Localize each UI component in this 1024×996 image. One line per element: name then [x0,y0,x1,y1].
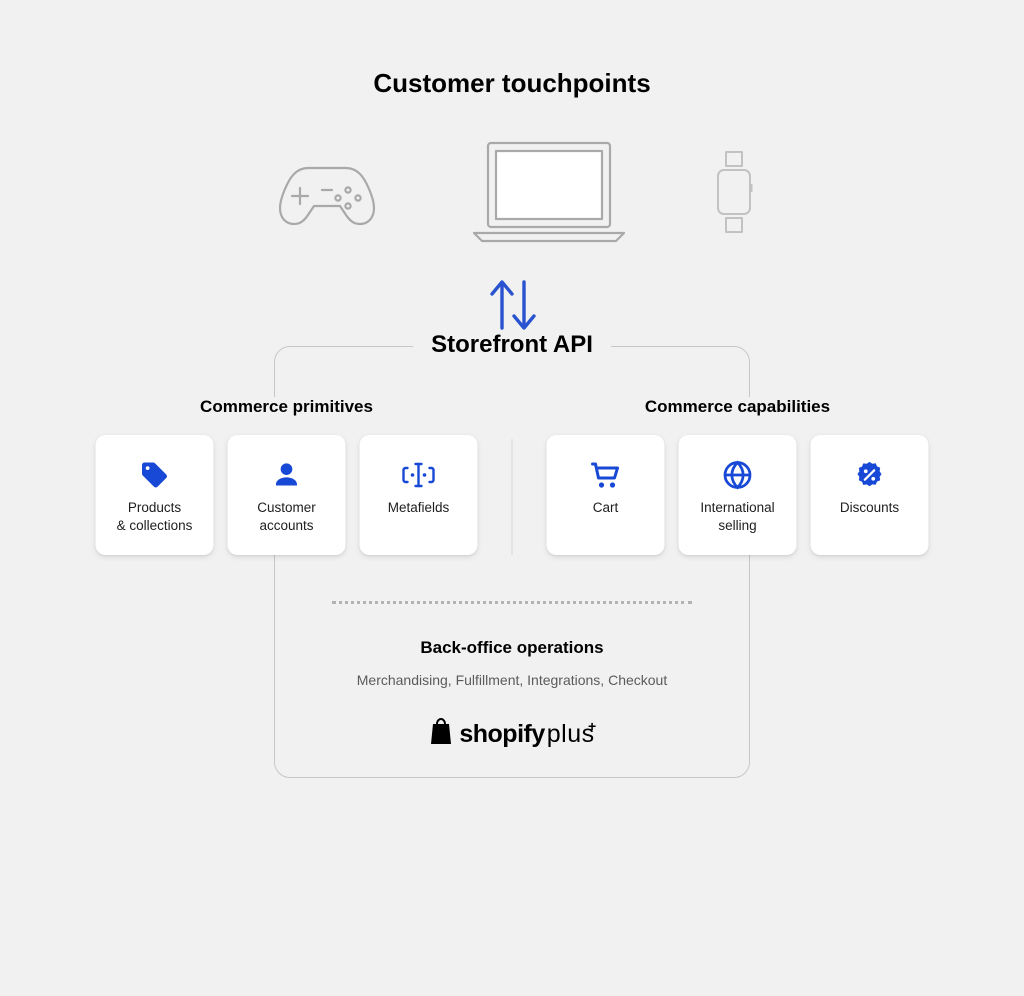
storefront-api-box: Storefront API Commerce primitives Produ… [274,346,750,778]
brand-suffix: plus+ [547,720,595,749]
brand-word: shopify [459,720,544,749]
card-metafields: Metafields [360,435,478,555]
discount-icon [855,457,885,493]
card-customer-accounts: Customeraccounts [228,435,346,555]
bidirectional-arrows-icon [0,270,1024,340]
vertical-divider [512,439,513,555]
card-cart: Cart [547,435,665,555]
touchpoints-row [0,137,1024,252]
tag-icon [140,457,170,493]
shopify-plus-logo: shopify plus+ [275,714,749,749]
page-title: Customer touchpoints [0,68,1024,99]
api-label: Storefront API [413,331,611,359]
card-row-capabilities: Cart Internationalselling [547,435,929,555]
column-title-primitives: Commerce primitives [200,397,373,417]
card-label: Discounts [834,499,905,517]
card-international: Internationalselling [679,435,797,555]
card-label: Metafields [382,499,456,517]
card-discounts: Discounts [811,435,929,555]
backoffice-section: Back-office operations Merchandising, Fu… [275,638,749,749]
cart-icon [591,457,621,493]
card-label: Products& collections [111,499,199,535]
laptop-icon [464,137,634,252]
column-primitives: Commerce primitives Products& collection… [96,397,478,555]
dotted-divider [332,601,692,604]
gamepad-icon [268,154,386,235]
watch-icon [712,148,756,241]
globe-icon [723,457,753,493]
backoffice-title: Back-office operations [275,638,749,658]
column-capabilities: Commerce capabilities Cart International… [547,397,929,555]
metafields-icon [402,457,436,493]
cards-strip: Commerce primitives Products& collection… [90,397,935,555]
card-label: Customeraccounts [251,499,322,535]
card-label: Internationalselling [694,499,780,535]
card-products: Products& collections [96,435,214,555]
backoffice-subtitle: Merchandising, Fulfillment, Integrations… [275,672,749,688]
user-icon [273,457,301,493]
card-label: Cart [587,499,625,517]
shopping-bag-icon [429,717,453,750]
column-title-capabilities: Commerce capabilities [645,397,830,417]
card-row-primitives: Products& collections Customeraccounts [96,435,478,555]
